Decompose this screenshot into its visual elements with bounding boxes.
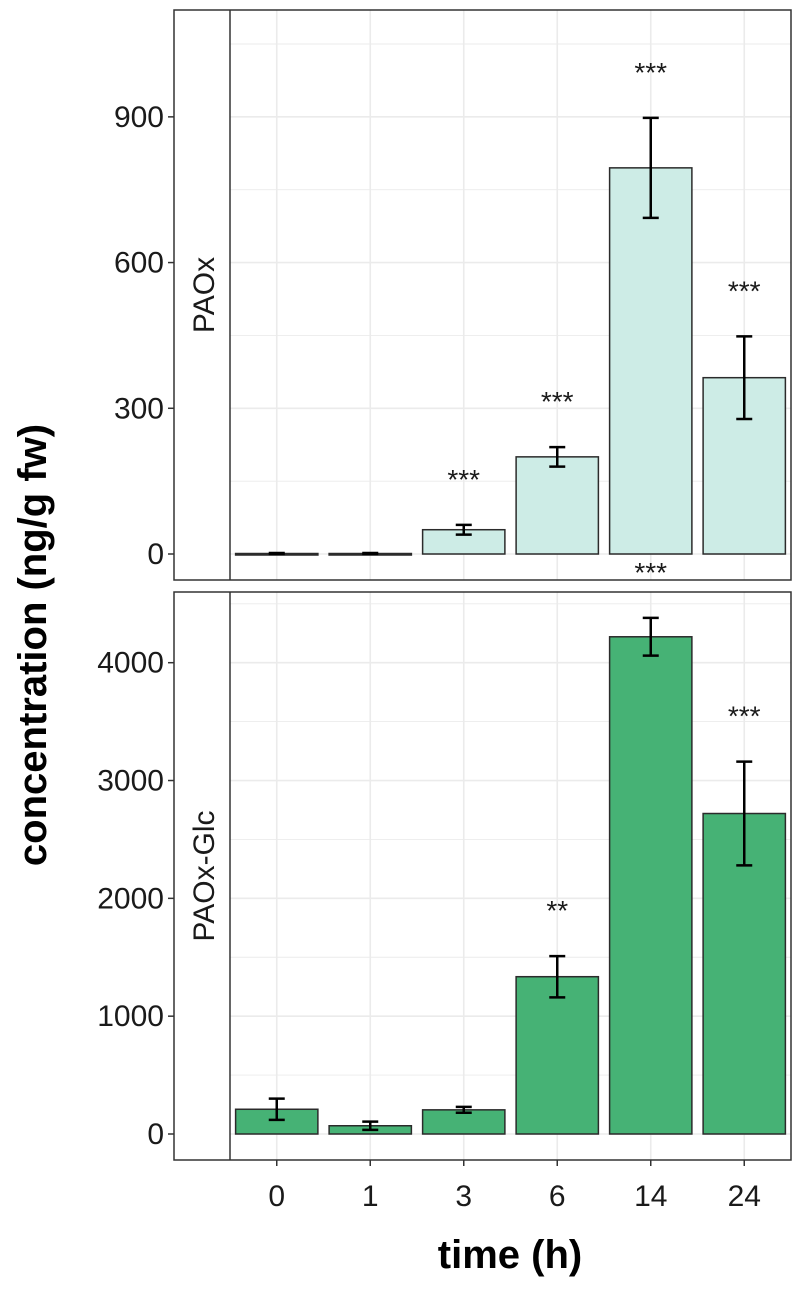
x-tick-label: 24 — [728, 1180, 761, 1213]
y-tick-label: 600 — [114, 247, 164, 280]
significance-label: *** — [634, 57, 667, 88]
y-tick-label: 0 — [147, 1118, 164, 1151]
y-tick-label: 4000 — [97, 647, 164, 680]
panels-layer: 0 300 600 900 *** *** *** *** PAOx 0 1000 2000 3000 4… — [97, 9, 792, 1213]
facet-strip-label: PAOx-Glc — [188, 810, 221, 941]
y-tick-label: 900 — [114, 101, 164, 134]
significance-label: ** — [546, 895, 568, 926]
significance-label: *** — [541, 386, 574, 417]
x-tick-label: 14 — [634, 1180, 667, 1213]
significance-label: *** — [634, 557, 667, 588]
bar — [702, 812, 787, 1135]
panel-background — [174, 10, 791, 580]
x-tick-label: 3 — [455, 1180, 472, 1213]
bar — [515, 456, 600, 555]
y-axis-title: concentration (ng/g fw) — [11, 424, 55, 866]
facet-strip-label: PAOx — [188, 257, 221, 333]
x-axis-title: time (h) — [438, 1233, 582, 1277]
y-tick-label: 2000 — [97, 882, 164, 915]
x-tick-label: 1 — [362, 1180, 379, 1213]
significance-label: *** — [728, 701, 761, 732]
panel-paox: 0 300 600 900 *** *** *** *** PAOx — [114, 9, 792, 581]
bar — [608, 167, 693, 555]
panel-border — [173, 591, 792, 1161]
bar — [608, 636, 693, 1135]
x-tick-label: 6 — [549, 1180, 566, 1213]
panel-border — [173, 9, 792, 581]
y-tick-label: 3000 — [97, 765, 164, 798]
y-tick-label: 1000 — [97, 1000, 164, 1033]
y-tick-label: 0 — [147, 538, 164, 571]
significance-label: *** — [728, 275, 761, 306]
bar — [515, 975, 600, 1135]
significance-label: *** — [447, 464, 480, 495]
y-tick-label: 300 — [114, 392, 164, 425]
x-tick-label: 0 — [268, 1180, 285, 1213]
